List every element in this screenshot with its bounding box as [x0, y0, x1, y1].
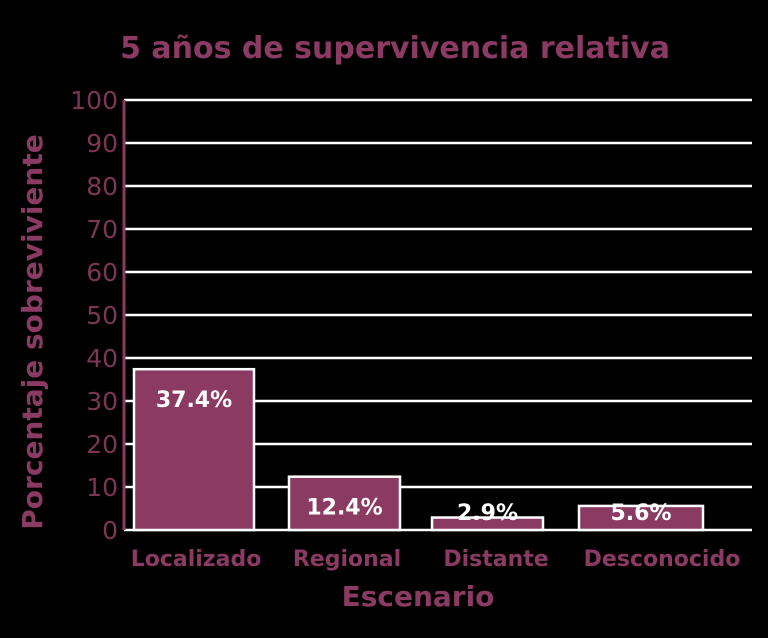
x-category-label: Regional: [293, 547, 401, 572]
x-category-label: Desconocido: [584, 547, 741, 572]
y-tick-label: 90: [86, 129, 118, 158]
data-label: 5.6%: [610, 501, 671, 526]
bar-localizado: [132, 367, 256, 532]
y-tick-label: 60: [86, 258, 118, 287]
y-tick-label: 0: [102, 516, 118, 545]
data-label: 12.4%: [306, 496, 382, 521]
y-tick-label: 70: [86, 215, 118, 244]
x-axis-categories: Localizado Regional Distante Desconocido: [131, 547, 741, 572]
x-category-label: Localizado: [131, 547, 262, 572]
bars: 37.4% 12.4% 2.9% 5.6%: [132, 367, 705, 532]
y-tick-label: 30: [86, 387, 118, 416]
y-tick-label: 50: [86, 301, 118, 330]
y-tick-label: 10: [86, 473, 118, 502]
y-axis-title: Porcentaje sobreviviente: [16, 134, 49, 529]
x-category-label: Distante: [443, 547, 548, 572]
data-label: 2.9%: [457, 501, 518, 526]
y-tick-label: 100: [70, 86, 118, 115]
y-tick-label: 40: [86, 344, 118, 373]
y-tick-label: 80: [86, 172, 118, 201]
bar-desconocido: [577, 504, 705, 532]
bar-regional: [287, 475, 402, 532]
x-axis-title: Escenario: [342, 580, 495, 613]
bar-distante: [430, 516, 545, 532]
y-tick-label: 20: [86, 430, 118, 459]
chart-title: 5 años de supervivencia relativa: [120, 31, 670, 66]
y-axis-ticks: 0 10 20 30 40 50 60 70 80 90 100: [70, 86, 118, 545]
data-label: 37.4%: [156, 388, 232, 413]
